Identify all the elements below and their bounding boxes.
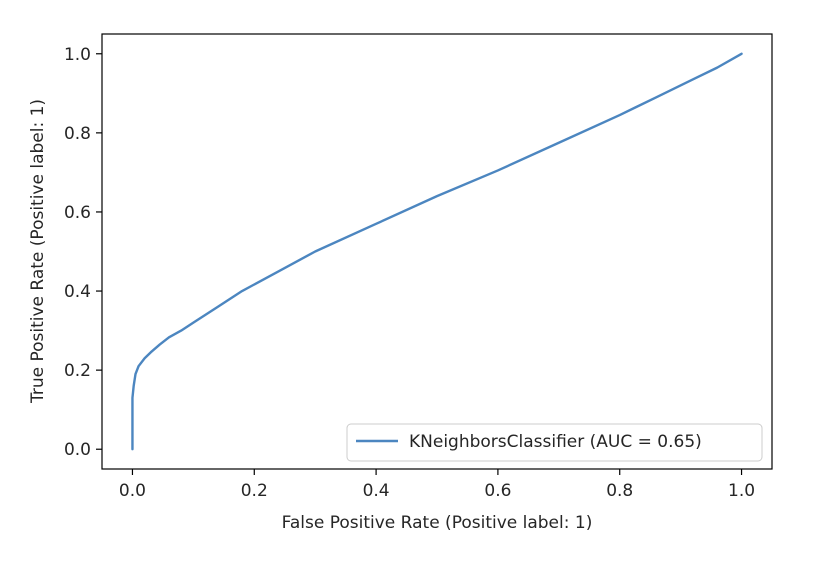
x-tick-label: 0.8	[606, 481, 633, 501]
y-tick-label: 1.0	[64, 45, 91, 65]
y-tick-label: 0.8	[64, 124, 91, 144]
y-axis-ticks: 0.0 0.2 0.4 0.6 0.8 1.0	[64, 45, 102, 460]
y-tick-label: 0.4	[64, 282, 91, 302]
legend-entry-label: KNeighborsClassifier (AUC = 0.65)	[409, 432, 702, 452]
x-tick-label: 0.0	[119, 481, 146, 501]
x-tick-label: 0.6	[484, 481, 511, 501]
y-axis-label: True Positive Rate (Positive label: 1)	[28, 99, 48, 404]
y-tick-label: 0.2	[64, 361, 91, 381]
legend: KNeighborsClassifier (AUC = 0.65)	[346, 423, 763, 462]
plot-area-frame	[101, 33, 773, 470]
x-tick-label: 0.4	[363, 481, 390, 501]
x-tick-label: 0.2	[241, 481, 268, 501]
x-axis-ticks: 0.0 0.2 0.4 0.6 0.8 1.0	[119, 469, 755, 501]
legend-box	[346, 423, 763, 462]
x-tick-label: 1.0	[728, 481, 755, 501]
y-tick-label: 0.6	[64, 203, 91, 223]
y-tick-label: 0.0	[64, 440, 91, 460]
x-axis-label: False Positive Rate (Positive label: 1)	[282, 513, 593, 533]
roc-curve-line	[131, 52, 743, 451]
